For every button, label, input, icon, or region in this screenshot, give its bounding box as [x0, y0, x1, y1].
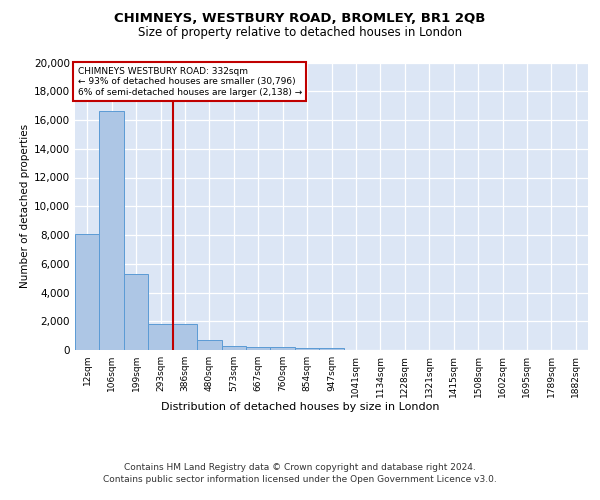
Bar [173, 324, 197, 350]
Bar [319, 348, 344, 350]
Bar [148, 324, 173, 350]
Text: CHIMNEYS WESTBURY ROAD: 332sqm
← 93% of detached houses are smaller (30,796)
6% : CHIMNEYS WESTBURY ROAD: 332sqm ← 93% of … [77, 67, 302, 96]
Bar [100, 112, 124, 350]
Text: Size of property relative to detached houses in London: Size of property relative to detached ho… [138, 26, 462, 39]
Bar [246, 346, 271, 350]
Y-axis label: Number of detached properties: Number of detached properties [20, 124, 30, 288]
Bar [197, 340, 221, 350]
Bar [221, 346, 246, 350]
Bar [124, 274, 148, 350]
Text: Contains public sector information licensed under the Open Government Licence v3: Contains public sector information licen… [103, 476, 497, 484]
Text: Distribution of detached houses by size in London: Distribution of detached houses by size … [161, 402, 439, 412]
Text: Contains HM Land Registry data © Crown copyright and database right 2024.: Contains HM Land Registry data © Crown c… [124, 463, 476, 472]
Text: CHIMNEYS, WESTBURY ROAD, BROMLEY, BR1 2QB: CHIMNEYS, WESTBURY ROAD, BROMLEY, BR1 2Q… [115, 12, 485, 26]
Bar [75, 234, 100, 350]
Bar [271, 347, 295, 350]
Bar [295, 348, 319, 350]
